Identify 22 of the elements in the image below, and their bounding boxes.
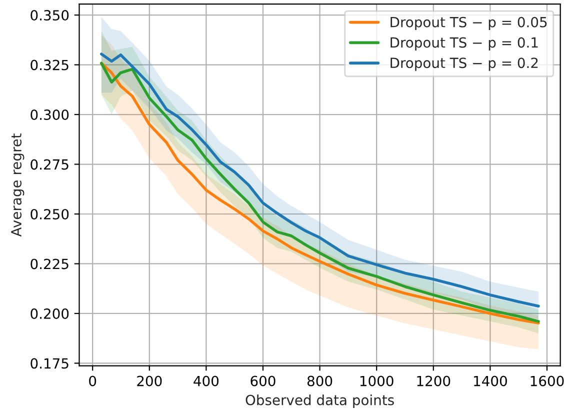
legend-label: Dropout TS − p = 0.2 — [390, 58, 538, 71]
legend-label: Dropout TS − p = 0.05 — [390, 16, 547, 30]
x-tick-label: 0 — [89, 376, 96, 386]
y-tick-label: 0.175 — [30, 358, 68, 369]
y-tick-label: 0.200 — [30, 308, 69, 319]
x-tick-label: 1000 — [360, 376, 394, 386]
y-axis-title: Average regret — [11, 133, 24, 237]
x-axis-title: Observed data points — [246, 394, 394, 408]
x-tick-label: 1400 — [474, 376, 507, 386]
x-tick-label: 800 — [307, 376, 332, 386]
y-tick-label: 0.300 — [30, 109, 69, 120]
y-tick-label: 0.325 — [30, 60, 68, 70]
legend-label: Dropout TS − p = 0.1 — [390, 37, 538, 50]
x-tick-label: 200 — [137, 376, 162, 386]
y-tick-label: 0.350 — [30, 10, 69, 21]
y-tick-label: 0.225 — [30, 258, 68, 270]
y-tick-label: 0.275 — [30, 159, 68, 170]
x-tick-label: 400 — [194, 376, 219, 386]
x-tick-label: 1600 — [530, 376, 564, 386]
x-tick-label: 1200 — [417, 376, 450, 386]
x-tick-label: 600 — [250, 376, 276, 386]
y-tick-label: 0.250 — [30, 208, 69, 220]
